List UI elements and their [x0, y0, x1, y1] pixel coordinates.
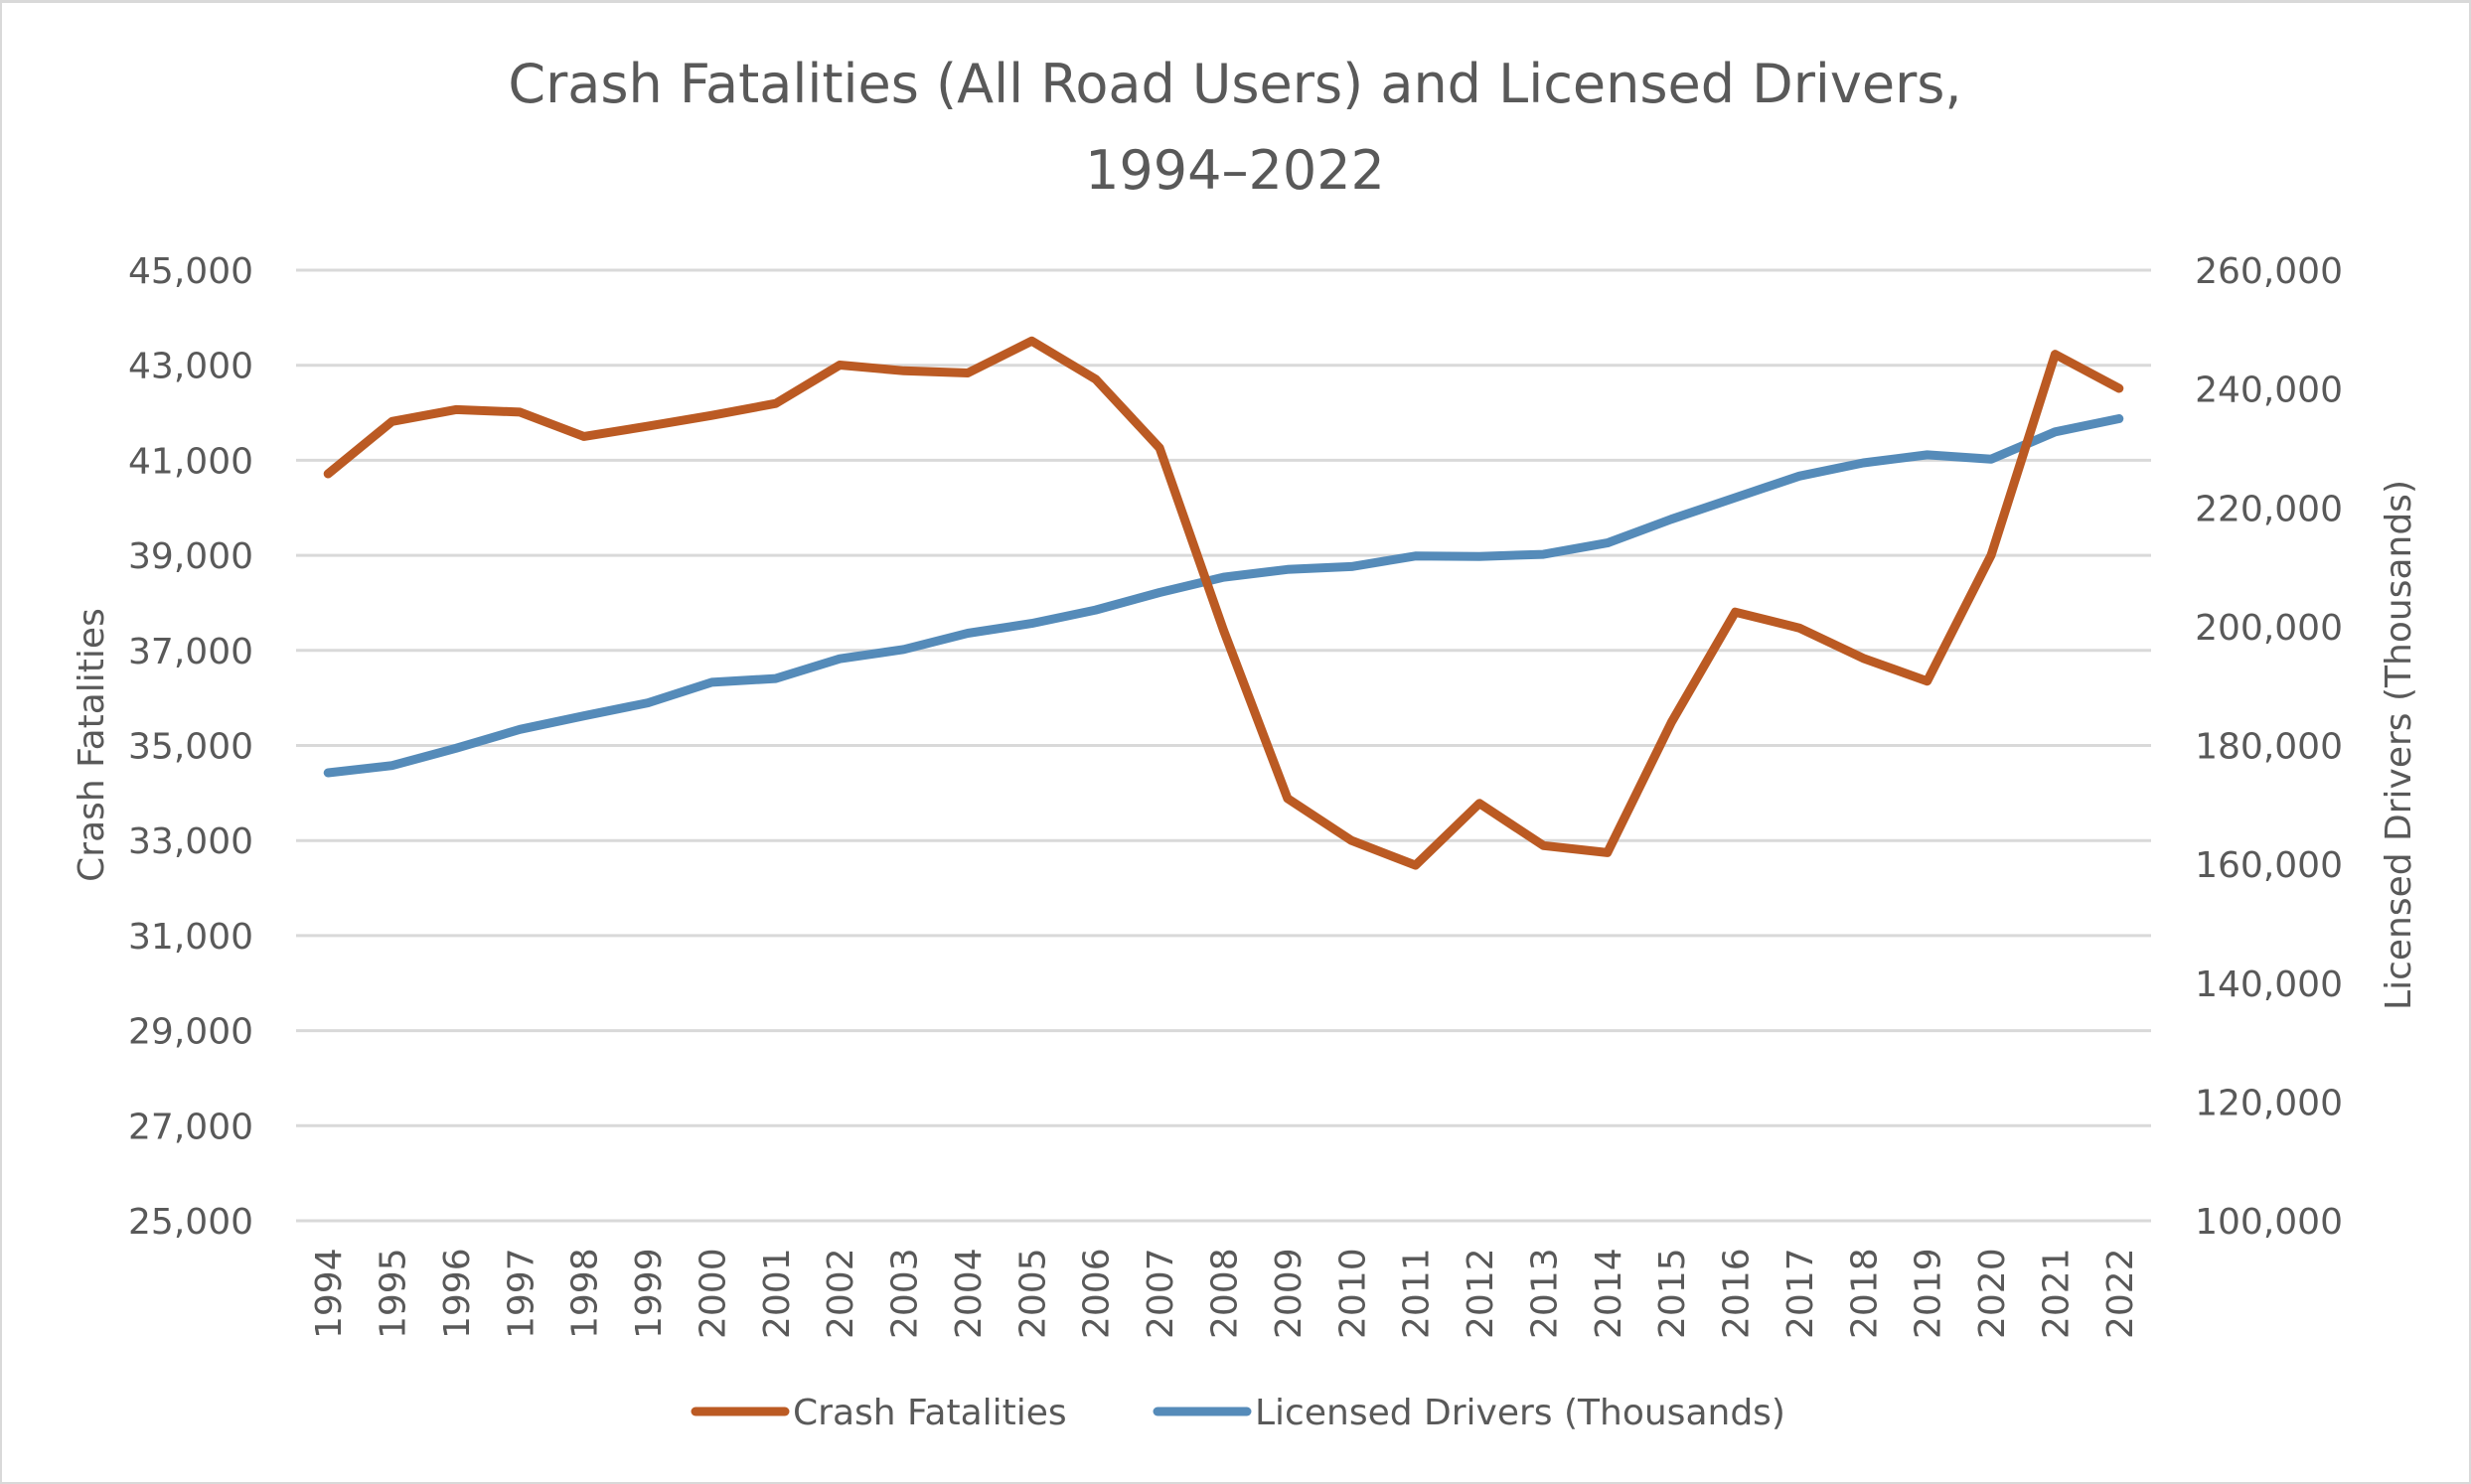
- x-tick-label: 1995: [374, 1248, 414, 1339]
- y2-tick-label: 140,000: [2195, 965, 2343, 1005]
- x-axis-ticks: 1994 1995 1996 1997 1998 1999 2000 2001 2002 2003…: [309, 1248, 2141, 1339]
- y-tick-label: 41,000: [128, 441, 253, 482]
- left-axis-ticks: 25,000 27,000 29,000 31,000 33,000 35,000 37,0…: [128, 251, 253, 1243]
- x-tick-label: 2012: [1461, 1248, 1501, 1339]
- y-tick-label: 25,000: [128, 1202, 253, 1243]
- series-lines: [323, 336, 2124, 870]
- y2-tick-label: 260,000: [2195, 251, 2343, 292]
- x-tick-label: 2017: [1780, 1248, 1821, 1339]
- x-tick-label: 2016: [1717, 1248, 1758, 1339]
- y2-tick-label: 220,000: [2195, 489, 2343, 529]
- left-axis-title: Crash Fatalities: [72, 608, 112, 882]
- y-tick-label: 43,000: [128, 347, 253, 387]
- y2-tick-label: 200,000: [2195, 608, 2343, 649]
- x-tick-label: 2005: [1012, 1248, 1053, 1339]
- y-tick-label: 45,000: [128, 251, 253, 292]
- x-tick-label: 2001: [757, 1248, 798, 1339]
- x-tick-label: 2010: [1332, 1248, 1373, 1339]
- y-tick-label: 35,000: [128, 727, 253, 768]
- y-tick-label: 33,000: [128, 821, 253, 862]
- y2-tick-label: 180,000: [2195, 727, 2343, 768]
- y2-tick-label: 240,000: [2195, 371, 2343, 411]
- series-line-licensed-drivers-thousands: [323, 414, 2124, 778]
- x-tick-label: 2006: [1077, 1248, 1118, 1339]
- y-tick-label: 31,000: [128, 917, 253, 958]
- y-tick-label: 39,000: [128, 536, 253, 577]
- x-tick-label: 1999: [629, 1248, 670, 1339]
- y-tick-label: 29,000: [128, 1012, 253, 1053]
- x-tick-label: 2021: [2036, 1248, 2077, 1339]
- x-tick-label: 1998: [565, 1248, 606, 1339]
- x-tick-label: 2000: [693, 1248, 733, 1339]
- x-tick-label: 1994: [309, 1248, 350, 1339]
- x-tick-label: 1997: [501, 1248, 541, 1339]
- y2-tick-label: 160,000: [2195, 845, 2343, 886]
- y2-tick-label: 120,000: [2195, 1083, 2343, 1123]
- gridlines: [296, 268, 2151, 1223]
- x-tick-label: 1996: [437, 1248, 478, 1339]
- x-tick-label: 2022: [2100, 1248, 2141, 1339]
- x-tick-label: 2002: [821, 1248, 861, 1339]
- legend-label: Licensed Drivers (Thousands): [1255, 1393, 1785, 1433]
- x-tick-label: 2020: [1972, 1248, 2013, 1339]
- y-tick-label: 27,000: [128, 1107, 253, 1147]
- y-tick-label: 37,000: [128, 632, 253, 672]
- x-tick-label: 2003: [885, 1248, 926, 1339]
- x-tick-label: 2007: [1141, 1248, 1181, 1339]
- x-tick-label: 2015: [1652, 1248, 1693, 1339]
- x-tick-label: 2019: [1909, 1248, 1949, 1339]
- right-axis-title: Licensed Drivers (Thousands): [2379, 480, 2419, 1010]
- chart-title: Crash Fatalities (All Road Users) and Li…: [508, 53, 1961, 115]
- x-tick-label: 2009: [1269, 1248, 1310, 1339]
- x-tick-label: 2008: [1205, 1248, 1246, 1339]
- x-tick-label: 2018: [1844, 1248, 1885, 1339]
- x-tick-label: 2014: [1589, 1248, 1629, 1339]
- x-tick-label: 2011: [1397, 1248, 1438, 1339]
- x-tick-label: 2004: [949, 1248, 990, 1339]
- chart-subtitle: 1994–2022: [1085, 139, 1385, 202]
- series-line-crash-fatalities: [323, 336, 2124, 870]
- legend: Crash Fatalities Licensed Drivers (Thousa…: [691, 1393, 1785, 1433]
- x-tick-label: 2013: [1524, 1248, 1565, 1339]
- right-axis-ticks: 100,000 120,000 140,000 160,000 180,000 200,0…: [2195, 251, 2343, 1243]
- y2-tick-label: 100,000: [2195, 1202, 2343, 1243]
- legend-label: Crash Fatalities: [793, 1393, 1067, 1433]
